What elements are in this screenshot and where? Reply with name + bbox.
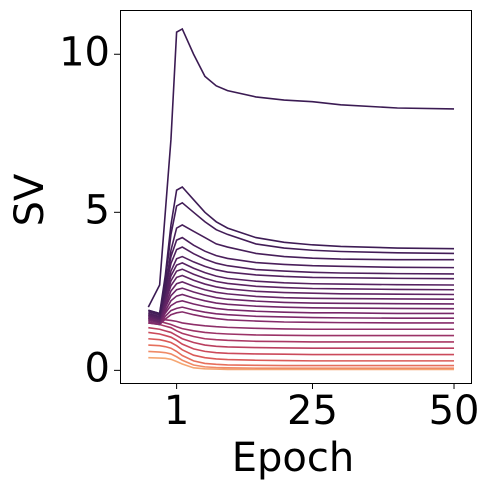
series-line [148,280,455,323]
series-line [148,186,455,315]
series-line [148,311,455,326]
y-tick-label: 10 [59,29,110,75]
series-line [148,274,455,321]
y-axis-label: SV [7,173,53,226]
series-line [148,318,455,337]
series-line [148,287,455,323]
series-line [148,299,455,324]
series-line [148,350,455,369]
series-line [148,268,455,321]
series-line [148,262,455,320]
series-line [148,331,455,356]
series-line [148,201,455,315]
y-tick-label: 0 [85,345,110,391]
series-line [148,322,455,343]
series-line [148,315,455,331]
series-line [148,337,455,362]
series-line [148,344,455,367]
series-line [148,255,455,320]
series-line [148,356,455,371]
plot-frame [120,10,472,384]
series-line [148,306,455,326]
x-tick-label: 1 [164,388,189,434]
series-line [148,293,455,324]
x-tick-label: 25 [287,388,338,434]
x-tick-label: 50 [429,388,480,434]
series-line [148,246,455,318]
x-axis-label: Epoch [232,435,354,481]
series-line [148,224,455,317]
series-line [148,326,455,350]
y-tick-label: 5 [85,187,110,233]
series-line [147,27,455,308]
